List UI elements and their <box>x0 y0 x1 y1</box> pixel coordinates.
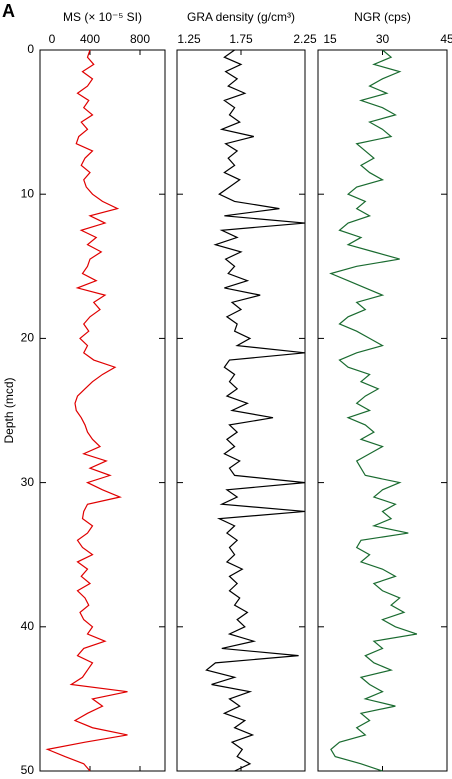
panel-frame <box>317 49 448 772</box>
panel-label: A <box>2 1 15 21</box>
panel-title: GRA density (g/cm³) <box>187 10 295 24</box>
x-tick-label: 0 <box>49 32 56 46</box>
panel-title: NGR (cps) <box>354 10 411 24</box>
x-tick-label: 45 <box>440 32 452 46</box>
y-axis-label: Depth (mcd) <box>2 377 16 443</box>
x-tick-label: 800 <box>130 32 150 46</box>
y-tick-label: 50 <box>21 763 35 777</box>
x-tick-label: 2.25 <box>293 32 317 46</box>
y-tick-label: 40 <box>21 619 35 633</box>
x-tick-label: 1.75 <box>229 32 253 46</box>
panel-frame <box>176 49 306 772</box>
x-tick-label: 30 <box>376 32 390 46</box>
log-line <box>45 49 128 772</box>
x-tick-label: 15 <box>323 32 337 46</box>
y-tick-label: 10 <box>21 186 35 200</box>
x-tick-label: 1.25 <box>177 32 201 46</box>
log-line <box>205 49 306 772</box>
panel-title: MS (× 10⁻⁵ SI) <box>63 10 142 24</box>
log-line <box>329 49 418 772</box>
y-tick-label: 30 <box>21 475 35 489</box>
y-tick-label: 20 <box>21 331 35 345</box>
y-tick-label: 0 <box>27 42 34 56</box>
x-tick-label: 400 <box>80 32 100 46</box>
panel-frame <box>39 49 166 772</box>
